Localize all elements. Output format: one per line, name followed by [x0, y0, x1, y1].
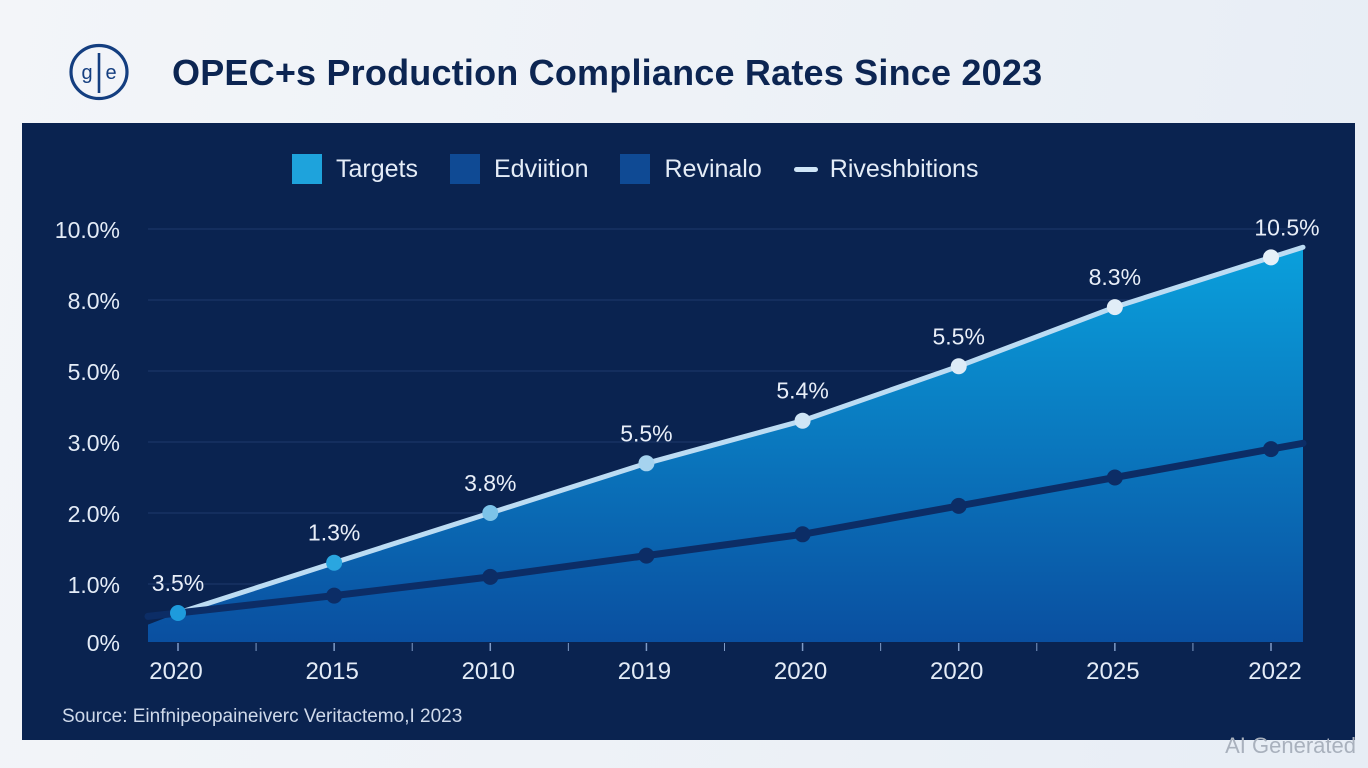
- header: g e OPEC+s Production Compliance Rates S…: [0, 0, 1368, 123]
- legend-item-riveshbitions[interactable]: Riveshbitions: [793, 154, 979, 184]
- legend-swatch: [292, 154, 322, 184]
- ai-generated-watermark: AI Generated: [1225, 733, 1356, 758]
- x-tick-label: 2015: [305, 658, 358, 685]
- line-edviition: [144, 439, 1307, 620]
- data-label: 1.3%: [308, 520, 360, 546]
- y-tick-label: 0%: [87, 630, 120, 656]
- data-label: 5.5%: [620, 420, 672, 446]
- legend-label: Targets: [336, 154, 418, 183]
- data-label: 5.5%: [932, 323, 984, 349]
- point-riveshbitions: [638, 455, 655, 472]
- point-riveshbitions: [1263, 249, 1279, 266]
- data-label: 10.5%: [1254, 214, 1319, 240]
- x-tick-label: 2020: [774, 658, 827, 685]
- source-note: Source: Einfnipeopaineiverc Veritactemo,…: [62, 706, 463, 727]
- y-tick-label: 5.0%: [68, 359, 120, 385]
- legend-label: Revinalo: [664, 154, 762, 183]
- legend: Targets Edviition Revinalo Riveshbitions: [292, 151, 1010, 187]
- point-edviition: [1263, 441, 1279, 458]
- x-tick-label: 2025: [1086, 658, 1139, 685]
- data-label-layer: 3.5% 1.3% 3.8% 5.5% 5.4% 5.5% 8.3% 10.5%: [152, 214, 1320, 596]
- point-riveshbitions: [326, 554, 343, 571]
- legend-swatch: [449, 154, 480, 184]
- point-edviition: [794, 526, 811, 543]
- point-edviition: [482, 568, 499, 585]
- legend-item-targets[interactable]: Targets: [292, 154, 418, 184]
- x-axis: 2020 2015 2010 2019 2020 2020 2025 2022: [149, 643, 1302, 685]
- area-fill-riveshbitions: [148, 247, 1303, 642]
- chart-panel: 3.5% 1.3% 3.8% 5.5% 5.4% 5.5% 8.3% 10.5% 0% 1.0%…: [22, 123, 1355, 740]
- point-edviition: [638, 547, 655, 564]
- area-layer: [148, 247, 1303, 642]
- legend-label: Edviition: [493, 154, 589, 183]
- y-axis: 0% 1.0% 2.0% 3.0% 5.0% 8.0% 10.0%: [55, 217, 120, 656]
- legend-item-edviition[interactable]: Edviition: [449, 154, 589, 184]
- y-tick-label: 10.0%: [55, 217, 120, 243]
- point-riveshbitions: [794, 412, 811, 429]
- svg-text:g: g: [81, 62, 92, 84]
- point-riveshbitions: [1106, 299, 1123, 316]
- data-label: 8.3%: [1089, 264, 1141, 290]
- x-tick-label: 2022: [1248, 658, 1301, 685]
- point-edviition: [326, 587, 343, 604]
- circle-monogram-logo-icon: g e: [69, 43, 129, 101]
- area-line-chart: 3.5% 1.3% 3.8% 5.5% 5.4% 5.5% 8.3% 10.5% 0% 1.0%…: [55, 214, 1320, 685]
- y-tick-label: 3.0%: [68, 430, 120, 456]
- point-layer: [170, 249, 1279, 621]
- point-riveshbitions: [950, 358, 967, 375]
- legend-item-revinalo[interactable]: Revinalo: [620, 154, 762, 184]
- y-tick-label: 1.0%: [68, 572, 120, 598]
- point-edviition: [1106, 469, 1123, 486]
- point-riveshbitions: [482, 505, 499, 521]
- x-tick-label: 2020: [930, 658, 983, 685]
- x-tick-label: 2010: [462, 658, 515, 685]
- data-label: 5.4%: [776, 378, 828, 404]
- page-title: OPEC+s Production Compliance Rates Since…: [172, 52, 1043, 93]
- legend-swatch: [620, 154, 651, 184]
- point-edviition: [950, 497, 967, 514]
- x-tick-label: 2019: [618, 658, 671, 685]
- data-label: 3.5%: [152, 570, 204, 596]
- point-riveshbitions: [170, 605, 186, 621]
- legend-line-swatch: [793, 166, 818, 172]
- data-label: 3.8%: [464, 470, 516, 496]
- x-tick-label: 2020: [149, 658, 202, 685]
- y-tick-label: 2.0%: [68, 501, 120, 527]
- svg-text:e: e: [105, 62, 116, 84]
- legend-label: Riveshbitions: [829, 154, 979, 183]
- y-tick-label: 8.0%: [68, 288, 120, 314]
